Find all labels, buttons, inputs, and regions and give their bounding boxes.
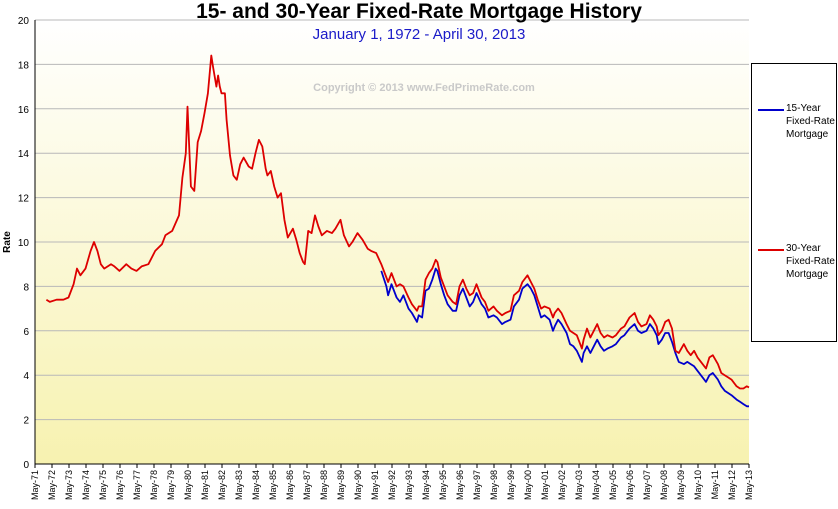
x-tick-label: May-01 xyxy=(540,470,550,500)
x-tick-label: May-98 xyxy=(489,470,499,500)
x-tick-label: May-10 xyxy=(693,470,703,500)
y-tick-label: 10 xyxy=(18,238,30,249)
x-tick-label: May-08 xyxy=(659,470,669,500)
series-line-15yr xyxy=(380,267,749,408)
chart-title: 15- and 30-Year Fixed-Rate Mortgage Hist… xyxy=(196,0,642,23)
x-tick-label: May-86 xyxy=(285,470,295,500)
y-tick-label: 14 xyxy=(18,149,30,160)
x-tick-label: May-78 xyxy=(149,470,159,500)
x-tick-label: May-13 xyxy=(744,470,754,500)
x-tick-label: May-79 xyxy=(166,470,176,500)
y-tick-label: 0 xyxy=(23,460,29,471)
legend: 15-Year Fixed-Rate Mortgage 30-Year Fixe… xyxy=(751,63,837,342)
x-tick-label: May-09 xyxy=(676,470,686,500)
x-tick-label: May-91 xyxy=(370,470,380,500)
x-tick-label: May-96 xyxy=(455,470,465,500)
x-tick-label: May-83 xyxy=(234,470,244,500)
x-tick-label: May-11 xyxy=(710,470,720,499)
x-tick-label: May-92 xyxy=(387,470,397,500)
x-tick-label: May-82 xyxy=(217,470,227,500)
x-tick-label: May-73 xyxy=(64,470,74,500)
x-tick-label: May-03 xyxy=(574,470,584,500)
x-tick-label: May-75 xyxy=(98,470,108,500)
y-tick-label: 2 xyxy=(23,416,29,427)
x-tick-label: May-06 xyxy=(625,470,635,500)
x-tick-label: May-94 xyxy=(421,470,431,500)
legend-label-30yr: 30-Year Fixed-Rate Mortgage xyxy=(786,243,835,280)
legend-swatch-15yr xyxy=(758,109,784,111)
x-tick-label: May-90 xyxy=(353,470,363,500)
y-tick-label: 8 xyxy=(23,282,29,293)
x-tick-label: May-76 xyxy=(115,470,125,500)
x-tick-label: May-80 xyxy=(183,470,193,500)
x-tick-label: May-88 xyxy=(319,470,329,500)
legend-swatch-30yr xyxy=(758,249,784,251)
y-tick-label: 16 xyxy=(18,105,30,116)
x-tick-label: May-87 xyxy=(302,470,312,500)
chart-subtitle: January 1, 1972 - April 30, 2013 xyxy=(312,26,526,43)
series-lines xyxy=(45,54,750,408)
x-tick-label: May-04 xyxy=(591,470,601,500)
y-tick-label: 6 xyxy=(23,327,29,338)
legend-label-15yr: 15-Year Fixed-Rate Mortgage xyxy=(786,103,835,140)
y-tick-label: 4 xyxy=(23,371,29,382)
x-tick-label: May-93 xyxy=(404,470,414,500)
x-tick-label: May-07 xyxy=(642,470,652,500)
x-tick-labels: May-71 May-72 May-73 May-74 May-75 May-76 May-… xyxy=(30,464,754,500)
y-tick-label: 20 xyxy=(18,16,30,27)
x-tick-label: May-77 xyxy=(132,470,142,500)
x-tick-label: May-71 xyxy=(30,470,40,500)
x-tick-label: May-89 xyxy=(336,470,346,500)
x-tick-label: May-95 xyxy=(438,470,448,500)
x-tick-label: May-74 xyxy=(81,470,91,500)
x-tick-label: May-72 xyxy=(47,470,57,500)
x-tick-label: May-02 xyxy=(557,470,567,500)
y-tick-label: 18 xyxy=(18,60,30,71)
x-tick-label: May-12 xyxy=(727,470,737,500)
copyright-watermark: Copyright © 2013 www.FedPrimeRate.com xyxy=(313,82,535,94)
x-tick-label: May-00 xyxy=(523,470,533,500)
grid-lines xyxy=(35,19,749,421)
x-tick-label: May-85 xyxy=(268,470,278,500)
x-tick-label: May-97 xyxy=(472,470,482,500)
x-tick-label: May-81 xyxy=(200,470,210,500)
x-tick-label: May-05 xyxy=(608,470,618,500)
y-tick-labels: 0 2 4 6 8 10 12 14 16 18 20 xyxy=(18,16,30,471)
y-axis-label: Rate xyxy=(2,231,13,253)
x-tick-label: May-99 xyxy=(506,470,516,500)
series-line-30yr xyxy=(45,54,750,390)
x-tick-label: May-84 xyxy=(251,470,261,500)
y-tick-label: 12 xyxy=(18,194,30,205)
